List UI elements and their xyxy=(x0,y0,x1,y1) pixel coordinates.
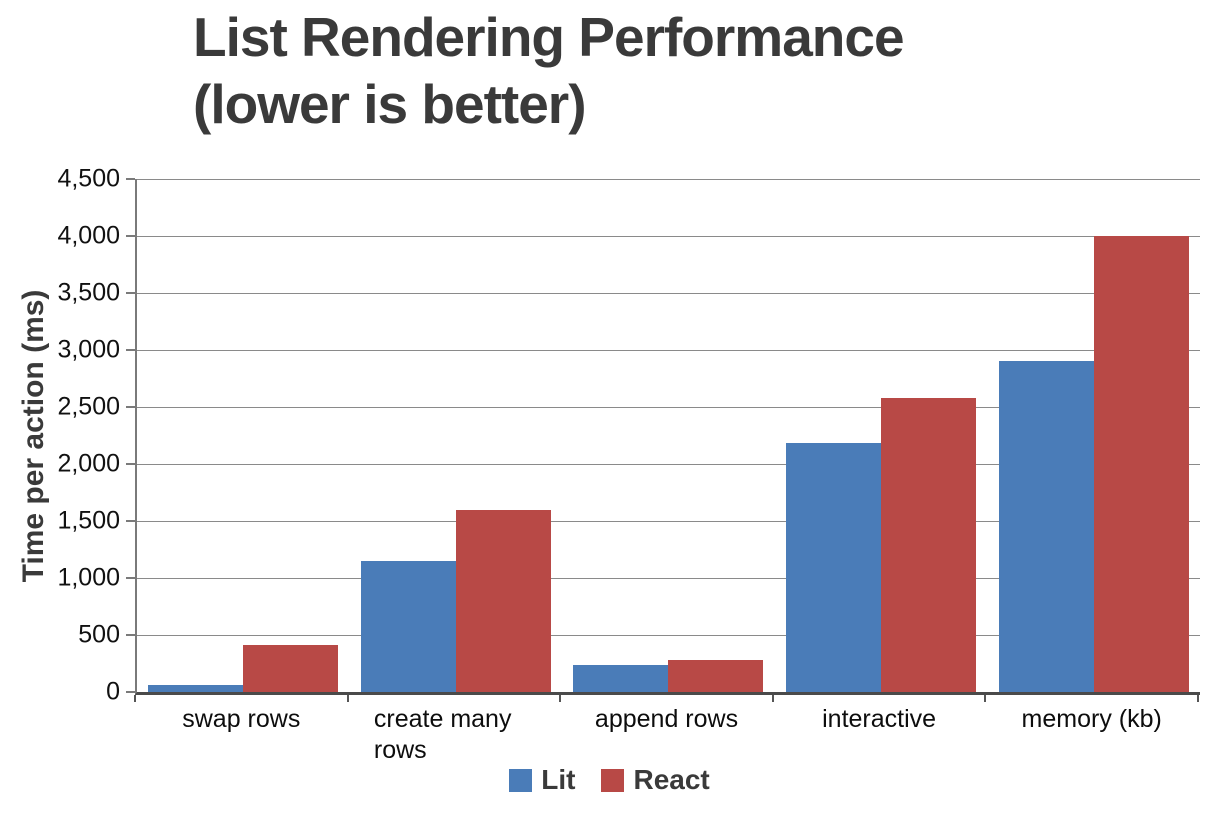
gridline-1000 xyxy=(137,578,1200,580)
gridline-1500 xyxy=(137,521,1200,523)
y-tick-mark xyxy=(126,463,135,466)
bar-group-2 xyxy=(562,179,775,692)
x-category-label: swap rows xyxy=(182,705,301,733)
chart-title: List Rendering Performance (lower is bet… xyxy=(193,6,905,136)
y-tick-mark xyxy=(126,577,135,580)
legend-swatch-lit xyxy=(509,768,533,792)
y-tick-mark xyxy=(126,292,135,294)
gridline-2500 xyxy=(137,407,1200,408)
bar-groups xyxy=(137,179,1200,692)
legend: Lit React xyxy=(0,766,1219,794)
y-tick-mark xyxy=(126,406,135,408)
bar-lit-append-rows xyxy=(573,664,669,692)
bar-group-0 xyxy=(137,179,350,692)
y-tick-mark xyxy=(126,349,135,352)
y-tick-label: 4,500 xyxy=(57,164,120,193)
x-axis-ticks xyxy=(134,695,1199,703)
x-category-label: append rows xyxy=(594,705,739,733)
gridline-3000 xyxy=(137,350,1200,352)
y-tick-label: 500 xyxy=(78,620,120,649)
y-tick-label: 3,000 xyxy=(57,335,120,364)
x-category-label: interactive xyxy=(822,705,937,733)
y-tick-label: 0 xyxy=(106,677,120,706)
bar-lit-memory-kb- xyxy=(998,361,1094,692)
plot-area xyxy=(135,179,1200,695)
legend-swatch-react xyxy=(601,768,625,792)
legend-label-react: React xyxy=(633,764,710,795)
x-tick-mark xyxy=(559,695,562,702)
y-tick-mark xyxy=(126,235,135,238)
bar-group-3 xyxy=(775,179,988,692)
y-tick-label: 4,000 xyxy=(57,221,120,250)
gridline-2000 xyxy=(137,464,1200,466)
y-tick-mark xyxy=(126,178,135,180)
bar-group-4 xyxy=(987,179,1200,692)
gridlines xyxy=(137,179,1200,692)
y-tick-label: 1,000 xyxy=(57,563,120,592)
gridline-4500 xyxy=(137,179,1200,180)
bar-react-create-many-rows xyxy=(455,509,551,692)
x-category-label: create many rows xyxy=(373,705,512,764)
bar-lit-interactive xyxy=(786,443,882,692)
bar-react-swap-rows xyxy=(243,645,339,692)
gridline-3500 xyxy=(137,293,1200,294)
x-tick-mark xyxy=(1197,695,1199,702)
gridline-500 xyxy=(137,635,1200,637)
bar-lit-create-many-rows xyxy=(360,560,456,692)
legend-entry-react: React xyxy=(601,764,710,795)
x-tick-mark xyxy=(134,695,136,702)
y-tick-mark xyxy=(126,634,135,637)
x-tick-mark xyxy=(771,695,774,702)
bar-react-memory-kb- xyxy=(1093,236,1189,692)
y-tick-label: 2,500 xyxy=(57,392,120,421)
y-tick-label: 2,000 xyxy=(57,449,120,478)
x-axis-labels: swap rows create many rows append rows inte… xyxy=(135,704,1198,764)
x-tick-mark xyxy=(984,695,987,702)
bar-react-append-rows xyxy=(668,660,764,692)
x-tick-mark xyxy=(346,695,349,702)
bar-group-1 xyxy=(350,179,563,692)
y-tick-label: 3,500 xyxy=(57,278,120,307)
x-category-label: memory (kb) xyxy=(1021,705,1162,733)
y-tick-label: 1,500 xyxy=(57,506,120,535)
bar-react-interactive xyxy=(881,397,977,692)
y-axis: 0 500 1,000 1,500 2,000 2,500 3,000 3,500 4,000 4… xyxy=(0,166,135,704)
gridline-4000 xyxy=(137,236,1200,238)
legend-entry-lit: Lit xyxy=(509,766,575,794)
bar-lit-swap-rows xyxy=(148,685,244,692)
y-tick-mark xyxy=(126,520,135,523)
legend-label-lit: Lit xyxy=(541,764,576,795)
y-tick-mark xyxy=(126,691,135,693)
